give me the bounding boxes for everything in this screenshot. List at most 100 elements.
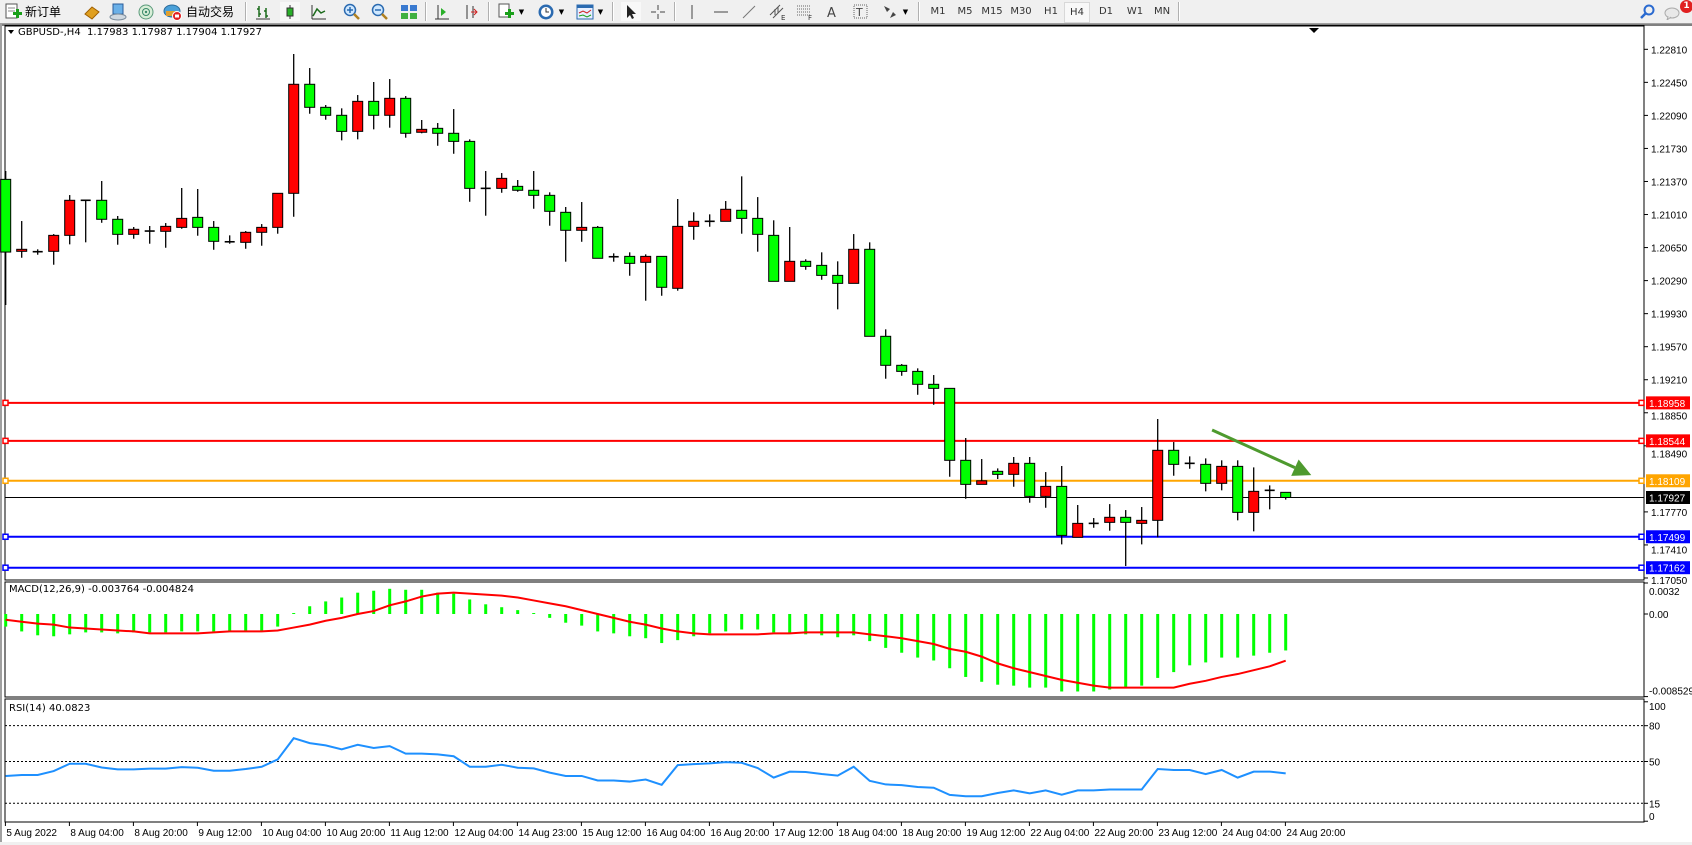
candle[interactable]: [784, 227, 796, 282]
candle[interactable]: [688, 212, 700, 240]
arrow-head-icon[interactable]: [1291, 459, 1312, 476]
candle[interactable]: [416, 119, 428, 134]
new-order-button[interactable]: 新订单: [4, 2, 61, 21]
candle[interactable]: [736, 176, 748, 234]
line-handle[interactable]: [2, 399, 9, 407]
candle[interactable]: [1104, 504, 1116, 531]
candle[interactable]: [448, 109, 460, 154]
candle[interactable]: [848, 234, 860, 284]
chart-canvas[interactable]: 1.22810 1.22450 1.22090 1.21730 1.21370 1.210…: [0, 24, 1692, 845]
horizontal-line-button[interactable]: [711, 2, 731, 21]
candle[interactable]: [992, 468, 1004, 480]
candle[interactable]: [304, 68, 316, 114]
candle[interactable]: [560, 206, 572, 262]
candle[interactable]: [464, 139, 476, 202]
candle[interactable]: [752, 197, 764, 252]
text-label-button[interactable]: T: [851, 2, 871, 21]
arrows-button[interactable]: [880, 2, 900, 21]
arrow-shaft[interactable]: [1211, 428, 1296, 470]
candle[interactable]: [1216, 460, 1228, 491]
candle[interactable]: [0, 171, 12, 306]
candle[interactable]: [16, 221, 28, 258]
candle[interactable]: [144, 225, 155, 244]
collapse-triangle-icon[interactable]: [8, 30, 14, 34]
candle[interactable]: [1168, 442, 1180, 476]
candle[interactable]: [432, 123, 444, 146]
templates-dropdown[interactable]: ▼: [596, 2, 605, 21]
line-handle[interactable]: [2, 533, 9, 541]
candle[interactable]: [1072, 505, 1084, 538]
candle[interactable]: [800, 259, 812, 270]
periods-dropdown[interactable]: ▼: [557, 2, 566, 21]
candle[interactable]: [480, 171, 491, 216]
period-H4[interactable]: H4: [1064, 2, 1090, 23]
candle[interactable]: [528, 171, 540, 209]
candle[interactable]: [1136, 507, 1148, 545]
candle[interactable]: [1232, 460, 1244, 521]
candle[interactable]: [912, 368, 924, 395]
candle[interactable]: [576, 202, 588, 242]
candlestick-button[interactable]: [280, 2, 300, 21]
horizontal-lines[interactable]: 1.18958 1.18544 1.18109 1.17927 1.17499 1.171…: [2, 396, 1690, 575]
candle[interactable]: [288, 53, 300, 217]
candle[interactable]: [1008, 457, 1020, 487]
vertical-line-button[interactable]: [682, 2, 702, 21]
candle[interactable]: [608, 253, 619, 262]
line-handle[interactable]: [1638, 533, 1645, 541]
period-M30[interactable]: M30: [1010, 6, 1032, 17]
candle[interactable]: [592, 225, 604, 259]
trend-arrow[interactable]: [1211, 428, 1312, 476]
candle[interactable]: [720, 201, 732, 222]
zoom-out-button[interactable]: [370, 2, 390, 21]
candle[interactable]: [976, 459, 988, 485]
candle[interactable]: [496, 173, 508, 193]
history-center-button[interactable]: [82, 2, 102, 21]
candle[interactable]: [368, 81, 380, 130]
candle[interactable]: [960, 438, 972, 499]
chart-shift-marker-icon[interactable]: [1309, 28, 1319, 33]
candle[interactable]: [544, 192, 556, 226]
candle[interactable]: [1088, 518, 1099, 528]
candle[interactable]: [112, 215, 124, 245]
candle[interactable]: [672, 199, 684, 291]
text-button[interactable]: A: [823, 2, 843, 21]
candle[interactable]: [192, 189, 204, 236]
candle[interactable]: [1152, 419, 1164, 538]
period-M15[interactable]: M15: [981, 6, 1003, 17]
templates-button[interactable]: [575, 2, 595, 21]
signals-button[interactable]: [136, 2, 156, 21]
candle[interactable]: [928, 375, 940, 405]
period-M5[interactable]: M5: [957, 6, 973, 17]
candle[interactable]: [208, 221, 220, 250]
candle[interactable]: [272, 192, 284, 234]
arrows-dropdown[interactable]: ▼: [901, 2, 910, 21]
candle[interactable]: [1248, 467, 1260, 532]
candle[interactable]: [1024, 457, 1036, 503]
candle[interactable]: [224, 235, 235, 244]
cursor-button[interactable]: [621, 2, 641, 21]
chart-shift-button[interactable]: [432, 2, 452, 21]
line-handle[interactable]: [1638, 477, 1645, 485]
period-H1[interactable]: H1: [1044, 6, 1058, 17]
chart-window[interactable]: 1.22810 1.22450 1.22090 1.21730 1.21370 1.210…: [0, 24, 1692, 845]
fibonacci-button[interactable]: F: [795, 2, 815, 21]
candle[interactable]: [256, 224, 268, 246]
candle[interactable]: [704, 214, 715, 227]
candle[interactable]: [1040, 472, 1052, 508]
periods-button[interactable]: [536, 2, 556, 21]
candle[interactable]: [656, 255, 668, 296]
candle[interactable]: [1200, 458, 1212, 492]
period-D1[interactable]: D1: [1098, 6, 1114, 17]
candle[interactable]: [624, 252, 636, 276]
chat-button[interactable]: [1663, 2, 1683, 21]
candle[interactable]: [816, 252, 828, 280]
candle[interactable]: [1120, 510, 1132, 567]
indicators-button[interactable]: [496, 2, 516, 21]
equidistant-channel-button[interactable]: E: [768, 2, 788, 21]
autoscroll-button[interactable]: [461, 2, 481, 21]
candle[interactable]: [400, 96, 412, 138]
zoom-in-button[interactable]: [342, 2, 362, 21]
trendline-button[interactable]: [739, 2, 759, 21]
candle[interactable]: [80, 199, 91, 243]
candle[interactable]: [176, 187, 188, 229]
